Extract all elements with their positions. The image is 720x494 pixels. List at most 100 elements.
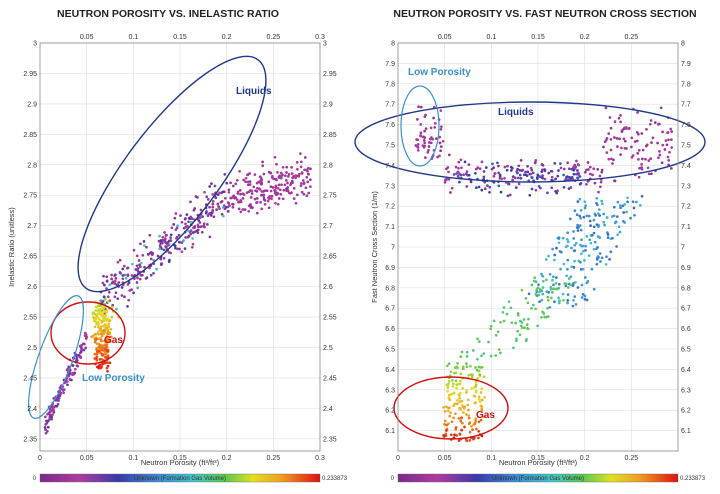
data-point <box>615 137 619 140</box>
data-point <box>458 382 462 386</box>
data-point <box>221 190 225 194</box>
y-tick-label-right: 2.95 <box>323 71 337 78</box>
data-point <box>498 174 502 178</box>
x-tick-label-top: 0.25 <box>625 34 639 41</box>
data-point <box>557 296 560 300</box>
data-point <box>534 188 538 192</box>
data-point <box>190 245 194 249</box>
data-point <box>253 197 257 201</box>
data-point <box>270 194 274 198</box>
data-point <box>286 181 289 185</box>
data-point <box>476 377 480 380</box>
data-point <box>96 365 99 369</box>
y-tick-label: 2.9 <box>27 101 37 108</box>
data-point <box>449 433 453 437</box>
data-point <box>277 176 281 179</box>
data-point <box>261 164 265 167</box>
data-point <box>460 350 464 354</box>
data-point <box>469 373 473 376</box>
data-point <box>483 396 486 399</box>
data-point <box>576 229 580 232</box>
data-point <box>467 163 471 166</box>
data-point <box>280 183 283 187</box>
data-point <box>541 286 545 289</box>
data-point <box>43 415 47 419</box>
data-point <box>625 147 628 150</box>
data-point <box>419 131 423 135</box>
data-point <box>139 265 142 269</box>
data-point <box>541 292 545 296</box>
data-point <box>105 366 109 370</box>
data-point <box>242 178 246 182</box>
y-tick-label: 6.8 <box>385 285 395 292</box>
data-point <box>183 247 187 250</box>
data-point <box>103 361 107 365</box>
data-point <box>114 291 118 295</box>
data-point <box>520 321 524 324</box>
data-point <box>458 432 462 436</box>
data-point <box>546 298 550 302</box>
chart-title: NEUTRON POROSITY VS. INELASTIC RATIO <box>57 8 279 20</box>
data-point <box>280 174 284 178</box>
data-point <box>478 400 482 404</box>
data-point <box>576 223 579 227</box>
data-point <box>106 317 110 321</box>
data-point <box>96 330 100 334</box>
data-point <box>167 251 171 254</box>
data-point <box>532 279 536 283</box>
data-point <box>497 171 500 175</box>
data-point <box>586 161 590 164</box>
data-point <box>661 143 665 147</box>
data-point <box>278 188 282 192</box>
data-point <box>612 214 616 218</box>
data-point <box>124 277 128 280</box>
data-point <box>241 197 245 200</box>
data-point <box>432 116 435 120</box>
data-point <box>610 157 613 161</box>
data-point <box>196 228 200 232</box>
data-point <box>416 145 420 149</box>
data-point <box>424 127 428 130</box>
y-tick-label: 2.75 <box>23 193 37 200</box>
data-point <box>446 406 450 410</box>
data-point <box>206 223 209 226</box>
data-point <box>235 198 239 201</box>
data-point <box>259 193 263 197</box>
data-point <box>478 373 482 377</box>
data-point <box>477 429 481 433</box>
data-point <box>110 281 114 285</box>
y-tick-label: 6.1 <box>385 428 395 435</box>
data-point <box>661 130 664 134</box>
data-point <box>43 426 47 429</box>
data-point <box>511 175 515 178</box>
data-point <box>473 386 476 389</box>
data-point <box>454 379 458 383</box>
x-tick-label-top: 0.15 <box>531 34 545 41</box>
data-point <box>211 200 215 203</box>
data-point <box>135 281 139 284</box>
data-point <box>571 177 575 181</box>
data-point <box>608 257 611 261</box>
data-point <box>152 271 155 275</box>
data-point <box>583 170 587 174</box>
data-point <box>619 120 622 124</box>
data-point <box>434 137 438 140</box>
data-point <box>466 403 470 407</box>
x-tick-label-top: 0.3 <box>315 34 325 41</box>
data-point <box>492 319 496 323</box>
data-point <box>538 300 541 304</box>
data-point <box>546 306 549 310</box>
data-point <box>454 371 458 375</box>
data-point <box>290 166 293 169</box>
data-point <box>210 211 214 215</box>
data-point <box>267 206 271 210</box>
data-point <box>666 130 670 134</box>
data-point <box>416 118 419 121</box>
data-point <box>423 141 427 145</box>
data-point <box>565 175 568 179</box>
data-point <box>595 201 598 205</box>
data-point <box>263 202 267 206</box>
data-point <box>202 222 206 226</box>
data-point <box>239 198 243 202</box>
data-point <box>609 126 613 130</box>
